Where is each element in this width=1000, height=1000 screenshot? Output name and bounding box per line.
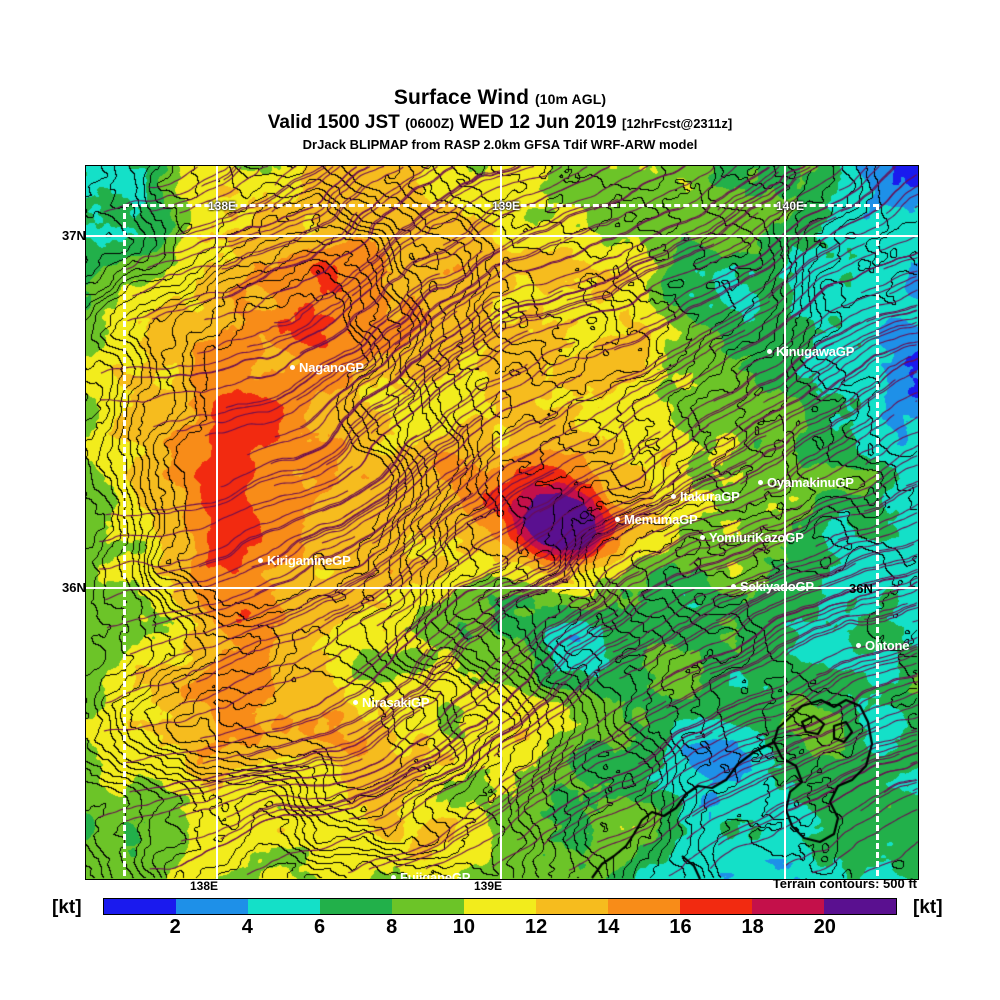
forecast-domain-box <box>123 204 879 879</box>
station-label: KirigamineGP <box>267 553 351 568</box>
station-label: FujiganeGP <box>400 870 471 880</box>
chart-title-block: Surface Wind (10m AGL) Valid 1500 JST (0… <box>0 86 1000 154</box>
colorbar-band-0 <box>104 899 176 914</box>
colorbar-band-6 <box>536 899 608 914</box>
colorbar-tick-8: 8 <box>386 916 398 938</box>
colorbar-band-4 <box>392 899 464 914</box>
station-Ohtone: Ohtone <box>856 638 909 653</box>
colorbar-band-9 <box>752 899 824 914</box>
colorbar-band-7 <box>608 899 680 914</box>
valid-time: Valid 1500 JST <box>267 112 400 133</box>
station-label: Ohtone <box>865 638 910 653</box>
colorbar-band-8 <box>680 899 752 914</box>
graticule-parallel-0 <box>86 235 918 237</box>
station-marker-icon <box>700 535 705 541</box>
colorbar-tick-10: 10 <box>452 916 476 938</box>
station-marker-icon <box>258 558 263 564</box>
graticule-parallel-1 <box>86 587 918 589</box>
station-KirigamineGP: KirigamineGP <box>258 553 351 568</box>
colorbar-band-3 <box>320 899 392 914</box>
title-source: DrJack BLIPMAP from RASP 2.0km GFSA Tdif… <box>302 137 698 152</box>
title-main: Surface Wind <box>393 86 530 109</box>
station-label: YomiuriKazoGP <box>709 530 804 545</box>
colorbar-tick-20: 20 <box>813 916 836 938</box>
colorbar-band-10 <box>824 899 896 914</box>
colorbar-band-2 <box>248 899 320 914</box>
colorbar-tick-2: 2 <box>169 916 181 938</box>
lat-label-inside-36N: 36N <box>849 581 873 596</box>
wind-map: 138E 139E 140E 36N NaganoGP KinugawaGP Itakura… <box>85 165 919 880</box>
valid-utc: (0600Z) <box>405 115 455 131</box>
station-KinugawaGP: KinugawaGP <box>767 344 854 359</box>
wind-field-canvas <box>86 166 918 879</box>
station-label: MemumaGP <box>624 512 698 527</box>
colorbar-tick-6: 6 <box>313 916 326 938</box>
colorbar-tick-18: 18 <box>741 916 764 938</box>
station-label: OyamakinuGP <box>767 475 854 490</box>
forecast-tag: [12hrFcst@2311z] <box>622 116 733 131</box>
station-marker-icon <box>767 349 772 355</box>
station-MemumaGP: MemumaGP <box>615 512 698 527</box>
station-OyamakinuGP: OyamakinuGP <box>758 475 854 490</box>
valid-date: WED 12 Jun 2019 <box>459 112 617 133</box>
title-main-line: Surface Wind (10m AGL) <box>0 86 1000 111</box>
station-marker-icon <box>290 365 295 371</box>
lat-label-37N: 37N <box>62 228 86 243</box>
station-label: NirasakiGP <box>362 695 430 710</box>
station-marker-icon <box>731 584 736 590</box>
colorbar-band-1 <box>176 899 248 914</box>
station-NaganoGP: NaganoGP <box>290 360 364 375</box>
station-YomiuriKazoGP: YomiuriKazoGP <box>700 530 804 545</box>
station-marker-icon <box>353 700 358 706</box>
lon-label-138E: 138E <box>208 199 237 213</box>
unit-label-left: [kt] <box>52 897 82 918</box>
colorbar-tick-16: 16 <box>669 916 692 938</box>
station-ItakuraGP: ItakuraGP <box>671 489 740 504</box>
lon-label-139E: 139E <box>492 199 521 213</box>
station-marker-icon <box>758 480 763 486</box>
colorbar-tick-12: 12 <box>524 916 548 938</box>
lon-label-140E: 140E <box>776 199 805 213</box>
station-marker-icon <box>856 643 861 649</box>
station-FujiganeGP: FujiganeGP <box>391 870 471 880</box>
colorbar-band-5 <box>464 899 536 914</box>
colorbar-swatches <box>103 898 897 915</box>
colorbar-tick-labels: 2 4 6 8 10 12 14 16 18 20 <box>103 916 897 944</box>
station-marker-icon <box>615 517 620 523</box>
unit-label-right: [kt] <box>913 897 943 918</box>
station-label: ItakuraGP <box>680 489 740 504</box>
graticule-meridian-0 <box>216 166 218 879</box>
colorbar-tick-4: 4 <box>241 916 253 938</box>
lon-label-bottom-138E: 138E <box>190 879 219 893</box>
graticule-meridian-1 <box>500 166 502 879</box>
colorbar-legend: [kt] 2 4 6 8 10 12 14 16 18 20 [kt] <box>0 897 1000 948</box>
title-valid-line: Valid 1500 JST (0600Z) WED 12 Jun 2019 [… <box>0 111 1000 136</box>
lat-label-36N: 36N <box>62 580 86 595</box>
station-label: NaganoGP <box>299 360 364 375</box>
station-label: SekiyadoGP <box>740 579 814 594</box>
station-label: KinugawaGP <box>776 344 855 359</box>
station-SekiyadoGP: SekiyadoGP <box>731 579 814 594</box>
station-marker-icon <box>391 875 396 879</box>
station-NirasakiGP: NirasakiGP <box>353 695 430 710</box>
terrain-contour-note: Terrain contours: 500 ft <box>772 876 917 891</box>
graticule-meridian-2 <box>784 166 786 879</box>
lon-label-bottom-139E: 139E <box>474 879 503 893</box>
colorbar-tick-14: 14 <box>597 916 620 938</box>
title-main-sub: (10m AGL) <box>534 91 607 107</box>
station-marker-icon <box>671 494 676 500</box>
